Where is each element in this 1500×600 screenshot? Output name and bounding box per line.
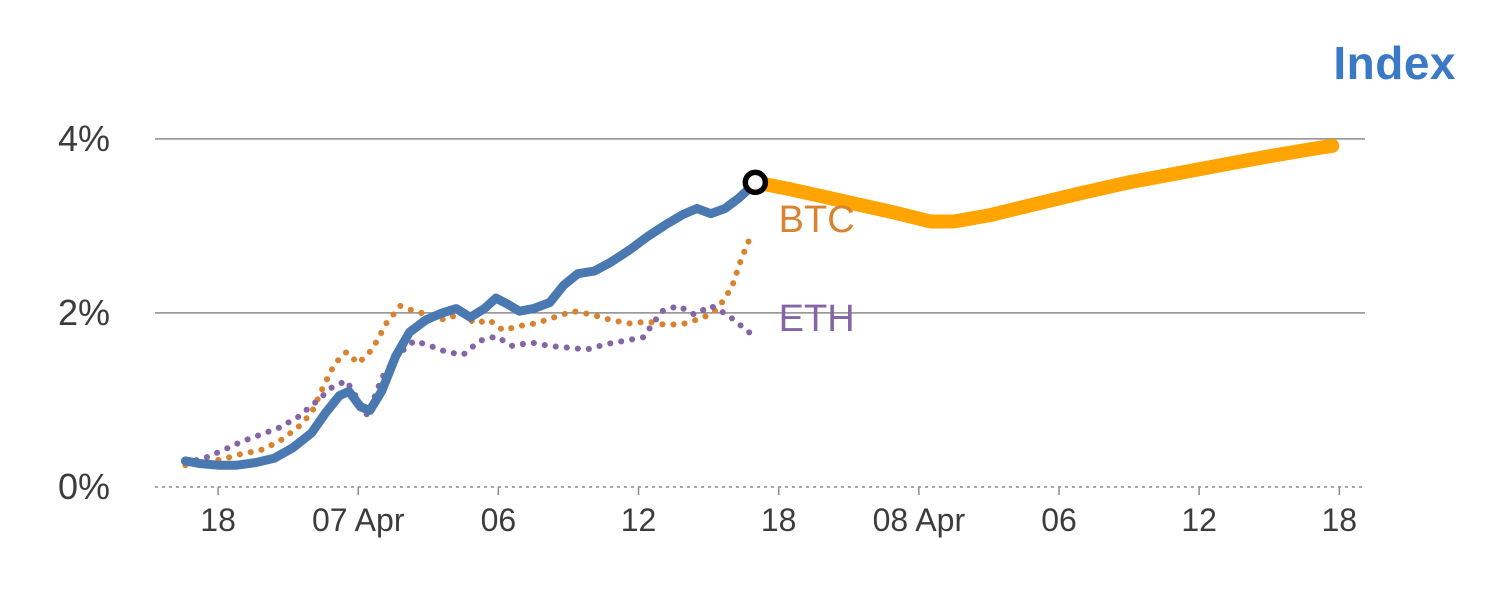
x-tick-label: 18 bbox=[200, 502, 236, 538]
x-tick-label: 18 bbox=[1322, 502, 1358, 538]
x-tick-label: 18 bbox=[761, 502, 797, 538]
current-point-marker bbox=[742, 169, 769, 196]
x-tick-label: 06 bbox=[481, 502, 517, 538]
y-tick-label: 4% bbox=[58, 118, 110, 159]
y-tick-label: 2% bbox=[58, 292, 110, 333]
series-line-index-history bbox=[180, 177, 760, 470]
series-line-eth bbox=[182, 302, 759, 466]
x-tick-label: 08 Apr bbox=[873, 502, 966, 538]
series-label-eth: ETH bbox=[779, 298, 855, 340]
chart-title: Index bbox=[1333, 37, 1456, 89]
y-tick-label: 0% bbox=[58, 466, 110, 507]
x-tick-label: 12 bbox=[1181, 502, 1217, 538]
x-tick-label: 06 bbox=[1041, 502, 1077, 538]
x-tick-label: 07 Apr bbox=[312, 502, 405, 538]
series-label-btc: BTC bbox=[779, 199, 855, 241]
series-line-index-forecast bbox=[748, 138, 1340, 229]
x-tick-label: 12 bbox=[621, 502, 657, 538]
